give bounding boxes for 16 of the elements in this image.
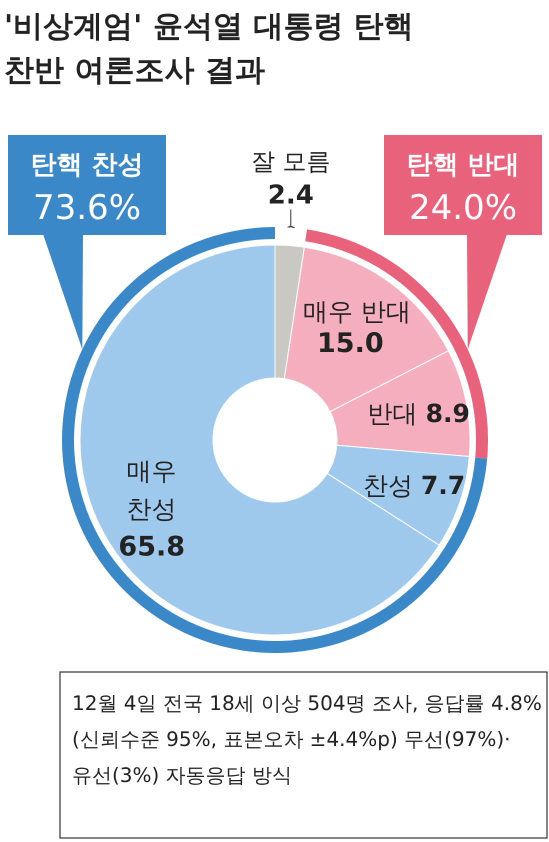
data-label: 2.4 xyxy=(268,180,314,211)
data-label: 24.0% xyxy=(408,188,518,228)
data-label: 15.0 xyxy=(317,328,384,359)
data-label: 7.7 xyxy=(420,471,466,500)
slice-label: 찬성 xyxy=(362,471,413,500)
slice-label: 매우 반대 xyxy=(303,296,411,326)
text: 12월 4일 전국 18세 이상 504명 조사, 응답률 4.8% (신뢰수준 95%, 표본오차 ±4.4%p) 무선(97%)· 유선(3%) 자동응답 방식 xyxy=(72,691,542,787)
data-label: 65.8 xyxy=(118,531,186,562)
slice-label: 잘 모름 xyxy=(250,148,331,176)
slice-label: 탄핵 반대 xyxy=(406,150,520,180)
data-label: 73.6% xyxy=(32,188,142,228)
slice-label: 매우 찬성 xyxy=(126,456,177,524)
slice-label: 탄핵 찬성 xyxy=(30,150,144,180)
data-label: 8.9 xyxy=(426,398,470,428)
chart-title: '비상계엄' 윤석열 대통령 탄핵 찬반 여론조사 결과 xyxy=(4,9,414,88)
slice-label: 반대 xyxy=(368,398,418,428)
